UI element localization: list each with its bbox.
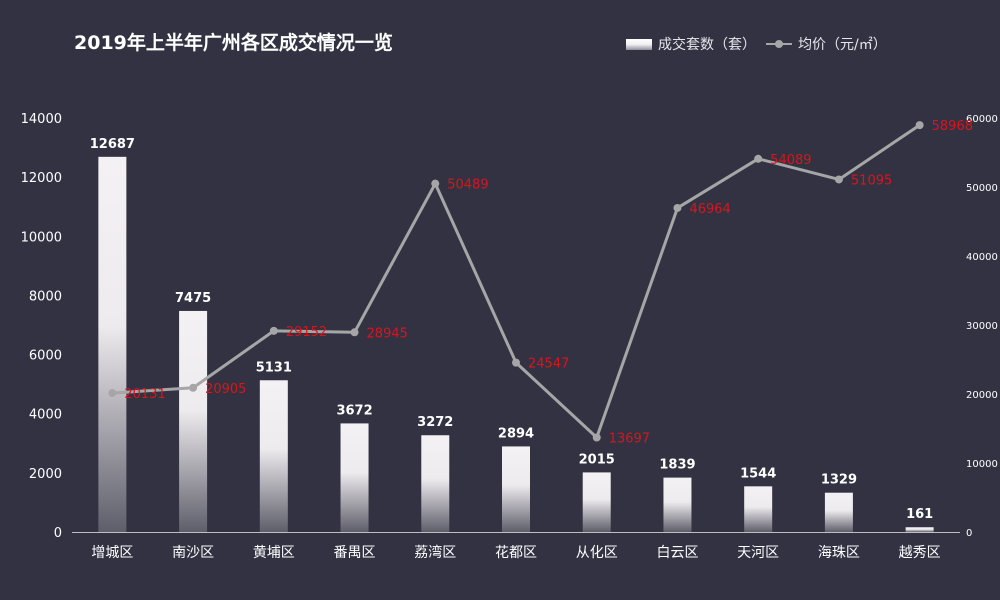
x-category-label: 花都区 — [495, 545, 537, 561]
bar-value-label: 1329 — [821, 473, 857, 488]
price-value-label: 51095 — [851, 173, 892, 188]
bar-value-label: 5131 — [256, 360, 292, 375]
x-category-label: 黄埔区 — [253, 544, 295, 561]
bar-value-label: 3272 — [417, 415, 453, 430]
bar-value-label: 1839 — [659, 458, 695, 473]
price-value-label: 46964 — [689, 202, 730, 217]
legend-item-price: 均价（元/㎡） — [766, 34, 887, 54]
bar-transactions — [98, 156, 127, 533]
price-value-label: 54089 — [770, 153, 811, 168]
price-point — [915, 121, 924, 130]
legend-item-transactions: 成交套数（套） — [626, 34, 756, 54]
y-right-tick-label: 30000 — [966, 321, 998, 332]
price-value-label: 58968 — [932, 119, 973, 134]
price-point — [754, 154, 763, 163]
y-right-tick-label: 40000 — [966, 252, 998, 263]
bar-value-label: 3672 — [336, 403, 372, 418]
x-category-label: 白云区 — [656, 545, 698, 561]
legend-label-price: 均价（元/㎡） — [798, 37, 887, 53]
y-right-tick-label: 50000 — [966, 183, 998, 194]
bar-transactions — [259, 380, 288, 532]
x-category-label: 番禺区 — [334, 545, 376, 561]
x-category-label: 天河区 — [737, 545, 779, 561]
bar-transactions — [582, 472, 611, 532]
price-point — [108, 389, 117, 398]
price-point — [512, 358, 520, 367]
legend-bar-swatch — [626, 38, 652, 50]
bar-transactions — [179, 310, 208, 532]
y-left-tick-label: 10000 — [21, 230, 62, 245]
price-point — [350, 328, 359, 337]
price-value-label: 29152 — [286, 325, 327, 340]
y-right-tick-label: 10000 — [966, 459, 998, 470]
bars-group — [98, 156, 934, 533]
price-value-label: 20905 — [205, 382, 246, 397]
bar-transactions — [663, 477, 692, 532]
x-category-label: 增城区 — [91, 545, 133, 561]
y-left-tick-label: 0 — [54, 526, 62, 541]
price-point — [431, 179, 440, 188]
bar-value-label: 2015 — [579, 452, 615, 467]
bar-value-label: 7475 — [175, 291, 211, 306]
y-left-tick-label: 2000 — [29, 467, 62, 482]
bar-value-label: 161 — [906, 507, 933, 522]
chart-title: 2019年上半年广州各区成交情况一览 — [74, 32, 393, 54]
bar-value-label: 12687 — [90, 137, 135, 152]
x-category-label: 越秀区 — [899, 545, 941, 561]
y-left-tick-label: 8000 — [29, 289, 62, 304]
x-category-label: 海珠区 — [818, 545, 860, 561]
price-point — [673, 203, 682, 212]
legend-line-swatch — [766, 38, 792, 50]
price-point — [269, 326, 278, 335]
bar-transactions — [824, 492, 853, 532]
bar-transactions — [340, 423, 369, 532]
price-point — [189, 383, 198, 392]
y-left-tick-label: 14000 — [21, 112, 62, 127]
bar-transactions — [744, 486, 773, 532]
bar-value-label: 2894 — [498, 426, 534, 441]
price-point — [834, 175, 843, 184]
price-value-label: 50489 — [447, 178, 488, 193]
axes-group: 0 2000 4000 6000 8000 10000 12000 14000 0 10000 20… — [21, 112, 998, 561]
bar-transactions — [905, 527, 934, 532]
price-value-label: 13697 — [609, 431, 650, 446]
x-category-label: 从化区 — [576, 545, 618, 561]
y-left-tick-label: 4000 — [29, 408, 62, 423]
price-value-label: 20131 — [124, 387, 165, 402]
labels-group: 12687 7475 5131 3672 3272 2894 2015 1839 1544 132… — [90, 119, 973, 522]
y-left-tick-label: 6000 — [29, 349, 62, 364]
price-line-group — [108, 121, 924, 442]
price-value-label: 24547 — [528, 357, 569, 372]
bar-value-label: 1544 — [740, 466, 776, 481]
y-right-tick-label: 0 — [966, 528, 972, 539]
bar-transactions — [421, 435, 450, 532]
y-right-tick-label: 20000 — [966, 390, 998, 401]
chart-legend: 成交套数（套） 均价（元/㎡） — [626, 34, 887, 54]
bar-transactions — [502, 446, 530, 532]
y-right-tick-label: 60000 — [966, 114, 998, 125]
x-category-label: 荔湾区 — [414, 544, 456, 561]
price-value-label: 28945 — [367, 326, 408, 341]
y-left-tick-label: 12000 — [21, 171, 62, 186]
x-category-label: 南沙区 — [172, 545, 214, 561]
price-point — [592, 433, 601, 442]
legend-label-transactions: 成交套数（套） — [658, 37, 756, 53]
